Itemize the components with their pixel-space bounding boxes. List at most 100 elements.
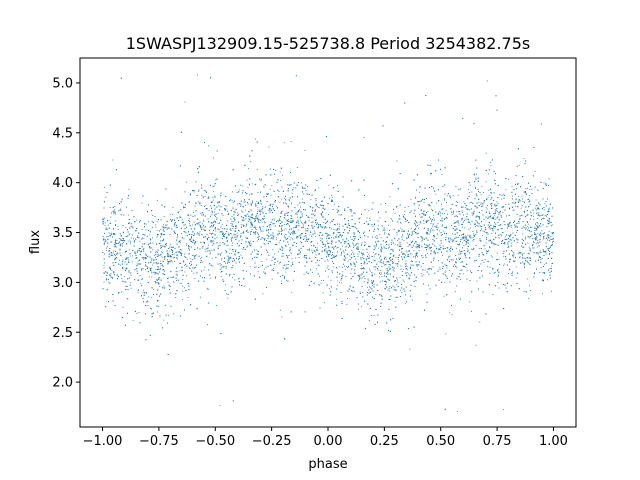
data-point (392, 261, 393, 262)
data-point (290, 237, 292, 239)
data-point (168, 262, 169, 264)
data-point (380, 203, 382, 205)
data-point (279, 171, 281, 173)
data-point (522, 233, 524, 235)
data-point (303, 273, 305, 275)
data-point (364, 231, 365, 233)
data-point (302, 223, 304, 225)
data-point (153, 289, 155, 290)
data-point (192, 212, 194, 213)
data-point (472, 237, 474, 238)
data-point (380, 274, 382, 275)
data-point (352, 247, 354, 248)
data-point (335, 224, 337, 226)
data-point (337, 280, 339, 282)
data-point (487, 205, 488, 207)
data-point (169, 234, 171, 235)
data-point (473, 174, 475, 176)
data-point (408, 244, 410, 246)
data-point (491, 232, 493, 234)
data-point (238, 189, 240, 191)
data-point (176, 239, 178, 241)
data-point (446, 265, 448, 267)
data-point (399, 277, 401, 279)
data-point (151, 296, 153, 298)
data-point (385, 282, 387, 283)
data-point (138, 250, 140, 251)
data-point (262, 205, 264, 207)
data-point (268, 235, 270, 237)
data-point (532, 247, 533, 249)
data-point (234, 209, 236, 211)
data-point (425, 220, 427, 222)
data-point (228, 259, 230, 261)
data-point (511, 225, 512, 227)
data-point (181, 298, 183, 300)
data-point (213, 157, 214, 159)
data-point (109, 256, 111, 258)
data-point (406, 242, 408, 244)
data-point (315, 254, 317, 256)
data-point (175, 270, 177, 272)
data-point (226, 245, 228, 246)
data-point (285, 228, 287, 230)
data-point (378, 229, 380, 231)
data-point (208, 210, 210, 211)
data-point (515, 205, 517, 207)
data-point (371, 280, 373, 282)
data-point (475, 205, 477, 207)
data-point (433, 230, 435, 232)
data-point (110, 269, 111, 270)
data-point (397, 266, 399, 268)
data-point (504, 263, 506, 265)
data-point (448, 240, 450, 242)
data-point (336, 234, 338, 236)
data-point (342, 271, 344, 273)
data-point (291, 258, 293, 259)
data-point (443, 295, 445, 297)
data-point (240, 224, 242, 226)
data-point (285, 279, 287, 281)
data-point (351, 249, 353, 251)
data-point (379, 234, 381, 236)
data-point (237, 235, 239, 237)
data-point (466, 236, 468, 238)
data-point (400, 289, 402, 291)
data-point (360, 259, 362, 261)
data-point (429, 246, 430, 248)
data-point (141, 202, 143, 204)
data-point (479, 238, 481, 240)
data-point (199, 258, 201, 259)
data-point (400, 227, 402, 229)
data-point (284, 197, 285, 199)
data-point (417, 268, 419, 270)
data-point (396, 205, 398, 207)
data-point (102, 221, 104, 223)
data-point (186, 258, 188, 260)
data-point (468, 239, 470, 241)
data-point (459, 235, 460, 236)
data-point (256, 214, 258, 216)
data-point (119, 238, 121, 240)
data-point (366, 286, 368, 288)
data-point (327, 254, 329, 256)
data-point (213, 222, 215, 223)
data-point (406, 237, 408, 239)
data-point (332, 252, 334, 254)
data-point (138, 263, 140, 265)
data-point (157, 311, 159, 313)
data-point (366, 217, 368, 219)
data-point (544, 203, 546, 205)
data-point (326, 267, 328, 269)
data-point (503, 206, 505, 208)
data-point (521, 205, 523, 207)
data-point (256, 217, 258, 219)
data-point (490, 165, 492, 167)
data-point (438, 230, 440, 232)
data-point (321, 211, 323, 213)
data-point (325, 247, 327, 249)
data-point (151, 276, 153, 278)
data-point (494, 211, 496, 213)
data-point (456, 410, 458, 412)
data-point (501, 235, 503, 237)
